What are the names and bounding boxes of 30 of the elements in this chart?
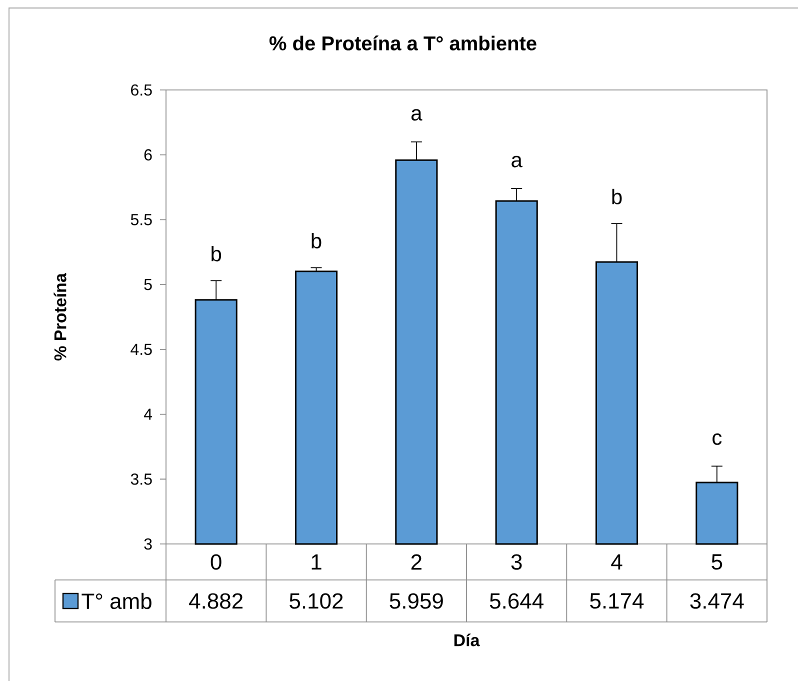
annotation: a [512,156,522,168]
annotation: b [212,246,222,262]
x-tick-label: 3 [511,554,522,570]
x-tick-label: 2 [411,554,422,570]
y-tick-label: 3 [144,538,152,550]
y-tick-label: 3.5 [130,473,152,485]
x-axis-title: Día [454,634,480,646]
data-label: 5.959 [390,593,443,609]
chart-title: % de Proteína a T° ambiente [269,36,536,50]
data-label: 5.174 [590,593,644,609]
data-label: 4.882 [189,593,242,609]
y-tick-label: 4 [144,408,152,420]
data-label: 5.102 [290,593,343,609]
x-tick-label: 4 [611,554,622,570]
y-tick-label: 5 [144,278,152,290]
y-tick-label: 5.5 [130,214,152,226]
x-tick-label: 0 [210,554,222,570]
y-tick-label: 6 [144,149,152,161]
y-tick-label: 4.5 [130,344,152,355]
data-label: 5.644 [490,593,544,609]
annotation: a [411,109,422,121]
legend-label: T° amb [82,592,152,610]
x-tick-label: 5 [712,554,722,570]
x-tick-label: 1 [312,554,322,570]
data-label: 3.474 [690,593,744,609]
annotation: b [312,232,322,248]
annotation: b [612,188,622,204]
annotation: c [712,433,722,445]
y-axis-title: % Proteína [54,272,66,360]
y-tick-label: 6.5 [131,84,152,96]
